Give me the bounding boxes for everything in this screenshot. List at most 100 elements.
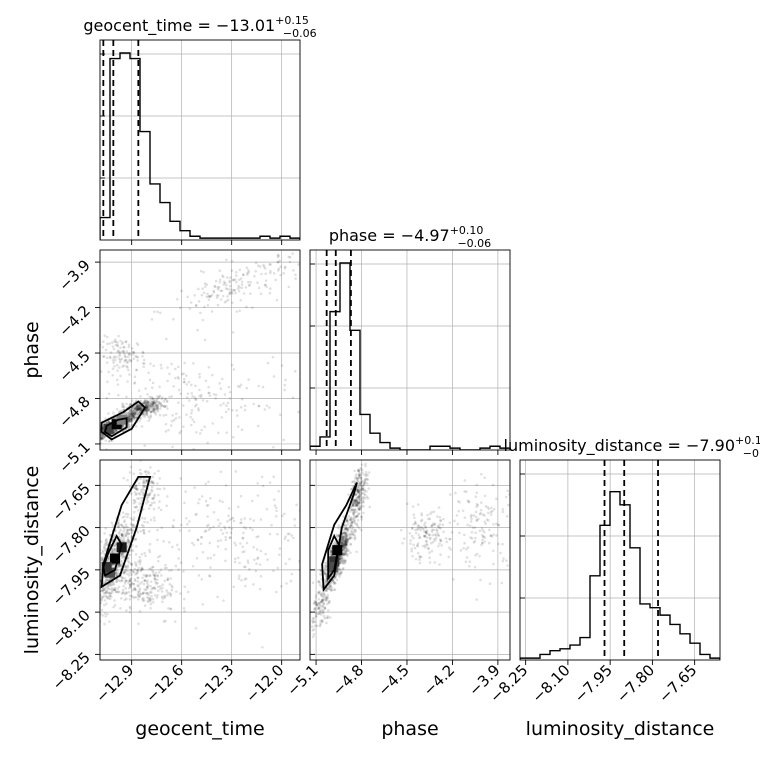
sample-point <box>315 614 318 618</box>
sample-point <box>139 560 142 564</box>
sample-point <box>138 404 142 408</box>
sample-point <box>152 411 156 414</box>
sample-point <box>109 439 112 443</box>
sample-point <box>107 440 111 443</box>
sample-point <box>182 607 186 610</box>
sample-point <box>213 452 216 455</box>
sample-point <box>316 607 320 611</box>
sample-point <box>155 406 159 410</box>
sample-point <box>351 532 355 536</box>
sample-point <box>91 435 94 438</box>
sample-point <box>338 554 342 558</box>
sample-point <box>133 578 137 581</box>
sample-point <box>254 569 258 573</box>
sample-point <box>95 435 98 438</box>
sample-point <box>243 517 247 520</box>
sample-point <box>515 509 518 512</box>
sample-point <box>413 516 416 520</box>
sample-point <box>474 495 478 499</box>
sample-point <box>478 529 482 533</box>
sample-point <box>211 422 215 425</box>
sample-point <box>337 573 341 576</box>
sample-point <box>350 516 353 520</box>
sample-point <box>140 553 144 556</box>
sample-point <box>131 415 135 418</box>
sample-point <box>321 610 325 614</box>
sample-point <box>207 391 211 395</box>
sample-point <box>89 438 92 441</box>
sample-point <box>112 605 115 609</box>
sample-point <box>142 591 146 594</box>
sample-point <box>426 544 429 547</box>
sample-point <box>120 409 123 413</box>
sample-point <box>160 526 164 530</box>
sample-point <box>354 515 358 519</box>
sample-point <box>268 263 272 266</box>
sample-point <box>146 405 149 408</box>
sample-point <box>137 492 141 495</box>
sample-point <box>108 594 112 598</box>
sample-point <box>342 553 346 557</box>
ytick-label-luminosity_distance: −8.10 <box>49 606 94 651</box>
sample-point <box>364 462 367 466</box>
sample-point <box>344 532 348 535</box>
sample-point <box>136 497 139 500</box>
sample-point <box>349 524 352 528</box>
sample-point <box>357 495 360 498</box>
sample-point <box>129 412 132 416</box>
sample-point <box>104 542 108 546</box>
sample-point <box>146 408 149 412</box>
sample-point <box>138 406 141 410</box>
sample-point <box>97 599 100 602</box>
sample-point <box>142 599 146 602</box>
sample-point <box>358 476 362 479</box>
sample-point <box>304 587 307 590</box>
sample-point <box>193 395 197 399</box>
sample-point <box>93 583 96 586</box>
sample-point <box>465 556 469 559</box>
sample-point <box>468 524 472 528</box>
sample-point <box>229 536 232 540</box>
sample-point <box>314 611 318 614</box>
sample-point <box>362 480 365 484</box>
sample-point <box>111 586 114 590</box>
sample-point <box>127 415 131 418</box>
sample-point <box>162 620 166 623</box>
sample-point <box>257 404 261 408</box>
sample-point <box>361 486 365 490</box>
sample-point <box>120 592 124 595</box>
sample-point <box>261 645 264 649</box>
sample-point <box>153 586 156 589</box>
sample-point <box>93 554 96 557</box>
sample-point <box>151 403 154 406</box>
sample-point <box>182 597 186 601</box>
sample-point <box>202 291 206 295</box>
sample-point <box>151 397 155 401</box>
sample-point <box>343 553 346 557</box>
sample-point <box>139 477 143 481</box>
sample-point <box>324 596 328 600</box>
sample-point <box>338 557 342 560</box>
sample-point <box>150 403 154 407</box>
sample-point <box>324 572 327 576</box>
sample-point <box>333 542 337 546</box>
sample-point <box>137 408 140 411</box>
sample-point <box>131 412 134 415</box>
sample-point <box>101 589 104 593</box>
sample-point <box>439 538 442 541</box>
sample-point <box>160 397 164 401</box>
yaxis-label-phase: phase <box>21 321 43 378</box>
sample-point <box>154 398 158 401</box>
sample-point <box>127 425 130 428</box>
sample-point <box>326 596 329 600</box>
sample-point <box>240 280 244 284</box>
sample-point <box>94 590 97 593</box>
sample-point <box>356 501 360 504</box>
sample-point <box>153 501 156 504</box>
sample-point <box>345 526 348 530</box>
sample-point <box>127 424 131 427</box>
sample-point <box>145 413 149 416</box>
sample-point <box>130 548 133 552</box>
sample-point <box>353 501 357 504</box>
sample-point <box>111 367 115 371</box>
